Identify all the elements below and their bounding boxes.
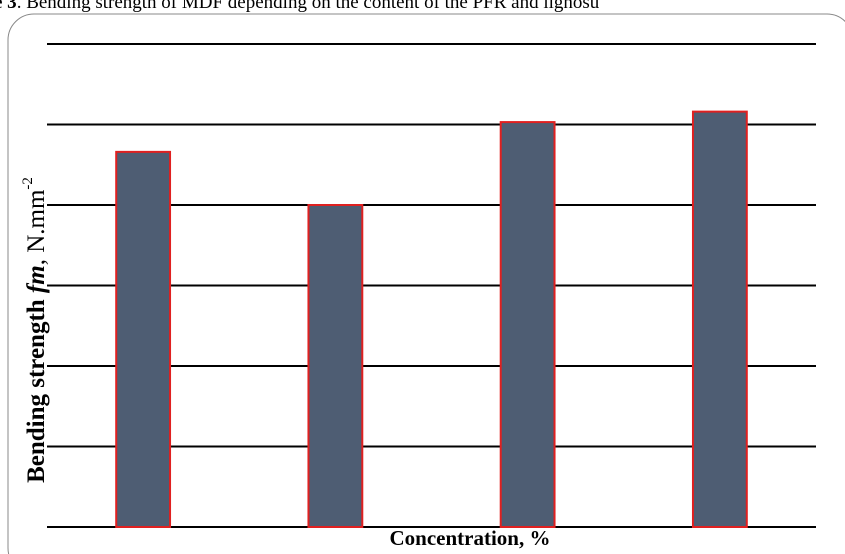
x-axis-label: Concentration, % [390,526,551,550]
y-label-main: Bending strength [23,293,50,483]
title-text: . Bending strength of MDF depending on t… [17,0,600,13]
bar [499,121,556,529]
bar [115,150,172,528]
bar [307,204,364,528]
y-label-symbol: fm [23,265,50,293]
bar [691,110,748,529]
y-label-exponent: -2 [20,177,36,190]
chart-frame [7,13,845,554]
title-prefix: e 3 [0,0,17,13]
y-label-unit: , N.mm [23,189,50,265]
chart-title: e 3. Bending strength of MDF depending o… [0,0,600,13]
y-axis-label: Bending strength fm, N.mm-2 [20,177,49,483]
